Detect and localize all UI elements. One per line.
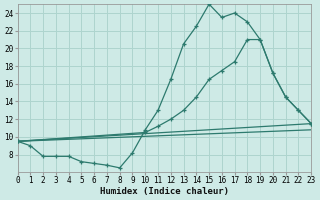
X-axis label: Humidex (Indice chaleur): Humidex (Indice chaleur) bbox=[100, 187, 229, 196]
